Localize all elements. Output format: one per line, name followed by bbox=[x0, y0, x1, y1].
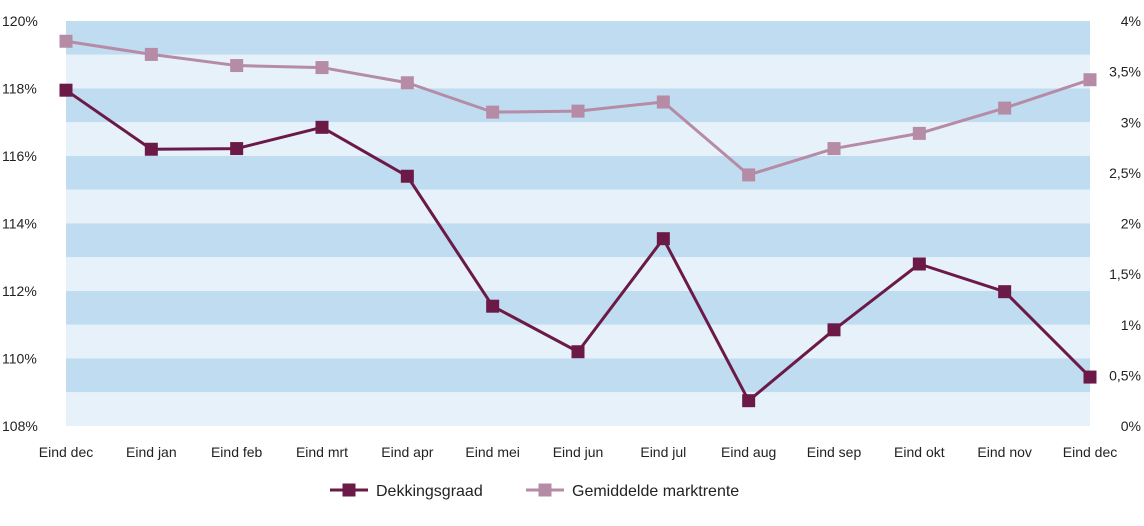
x-axis-tick-label: Eind aug bbox=[721, 444, 776, 460]
gemiddelde-marktrente-marker bbox=[571, 104, 585, 118]
legend: Dekkingsgraad Gemiddelde marktrente bbox=[330, 483, 739, 500]
dekkingsgraad-marker bbox=[827, 323, 841, 337]
dekkingsgraad-marker bbox=[230, 142, 244, 156]
right-axis-tick-label: 4% bbox=[1121, 13, 1141, 29]
right-axis-tick-label: 1% bbox=[1121, 317, 1141, 333]
gemiddelde-marktrente-marker bbox=[400, 76, 414, 90]
dekkingsgraad-marker bbox=[315, 120, 329, 134]
x-axis-tick-label: Eind dec bbox=[39, 444, 93, 460]
x-axis-tick-label: Eind okt bbox=[894, 444, 945, 460]
x-axis-tick-label: Eind dec bbox=[1063, 444, 1117, 460]
gemiddelde-marktrente-marker bbox=[486, 105, 500, 119]
x-axis-tick-label: Eind mrt bbox=[296, 444, 348, 460]
gemiddelde-marktrente-marker bbox=[230, 59, 244, 73]
left-axis-tick-label: 114% bbox=[2, 216, 37, 232]
dekkingsgraad-marker bbox=[486, 299, 500, 313]
gemiddelde-marktrente-marker bbox=[742, 168, 756, 182]
background-band bbox=[66, 392, 1090, 426]
right-axis-tick-label: 3,5% bbox=[1109, 64, 1141, 80]
x-axis-tick-label: Eind jan bbox=[126, 444, 177, 460]
dekkingsgraad-marker bbox=[1083, 370, 1097, 384]
background-band bbox=[66, 291, 1090, 325]
background-band bbox=[66, 156, 1090, 190]
right-axis-tick-label: 2,5% bbox=[1109, 165, 1141, 181]
background-band bbox=[66, 54, 1090, 89]
dekkingsgraad-marker bbox=[912, 257, 926, 271]
gemiddelde-marktrente-legend-label: Gemiddelde marktrente bbox=[572, 483, 739, 500]
gemiddelde-marktrente-marker bbox=[315, 61, 329, 75]
x-axis-tick-label: Eind sep bbox=[807, 444, 862, 460]
gemiddelde-marktrente-marker bbox=[144, 47, 158, 61]
dekkingsgraad-marker bbox=[400, 169, 414, 183]
background-band bbox=[66, 257, 1090, 291]
gemiddelde-marktrente-legend-marker bbox=[538, 483, 552, 497]
x-axis-tick-label: Eind nov bbox=[977, 444, 1031, 460]
gemiddelde-marktrente-marker bbox=[912, 126, 926, 140]
right-axis-tick-label: 1,5% bbox=[1109, 266, 1141, 282]
plot-background-bands bbox=[66, 21, 1090, 426]
x-axis-ticks: Eind dec Eind jan Eind feb Eind mrt Eind apr… bbox=[39, 444, 1117, 460]
x-axis-tick-label: Eind apr bbox=[381, 444, 433, 460]
dekkingsgraad-marker bbox=[742, 394, 756, 408]
gemiddelde-marktrente-marker bbox=[827, 142, 841, 156]
dekkingsgraad-legend-label: Dekkingsgraad bbox=[376, 483, 483, 500]
dekkingsgraad-marker bbox=[656, 232, 670, 246]
left-axis-tick-label: 108% bbox=[2, 418, 38, 434]
background-band bbox=[66, 21, 1090, 55]
x-axis-tick-label: Eind jun bbox=[553, 444, 604, 460]
dekkingsgraad-marker bbox=[144, 142, 158, 156]
right-axis-tick-label: 3% bbox=[1121, 114, 1141, 130]
x-axis-tick-label: Eind feb bbox=[211, 444, 263, 460]
dekkingsgraad-legend-marker bbox=[342, 483, 356, 497]
left-axis-tick-label: 118% bbox=[2, 81, 37, 97]
gemiddelde-marktrente-marker bbox=[59, 34, 73, 48]
x-axis-tick-label: Eind mei bbox=[465, 444, 519, 460]
background-band bbox=[66, 358, 1090, 393]
dekkingsgraad-marker bbox=[571, 345, 585, 359]
gemiddelde-marktrente-marker bbox=[656, 95, 670, 109]
left-axis-tick-label: 112% bbox=[2, 283, 37, 299]
left-axis-tick-label: 110% bbox=[2, 351, 37, 367]
left-axis-ticks: 108% 110% 112% 114% 116% 118% 120% bbox=[2, 13, 38, 434]
dekkingsgraad-marker bbox=[59, 83, 73, 97]
gemiddelde-marktrente-marker bbox=[1083, 73, 1097, 87]
gemiddelde-marktrente-marker bbox=[998, 101, 1012, 115]
right-axis-tick-label: 2% bbox=[1121, 216, 1141, 232]
right-axis-tick-label: 0% bbox=[1121, 418, 1141, 434]
background-band bbox=[66, 189, 1090, 224]
right-axis-tick-label: 0,5% bbox=[1109, 367, 1141, 383]
right-axis-ticks: 0% 0,5% 1% 1,5% 2% 2,5% 3% 3,5% 4% bbox=[1109, 13, 1141, 434]
dekkingsgraad-marker bbox=[998, 285, 1012, 299]
left-axis-tick-label: 120% bbox=[2, 13, 38, 29]
x-axis-tick-label: Eind jul bbox=[640, 444, 686, 460]
left-axis-tick-label: 116% bbox=[2, 148, 37, 164]
background-band bbox=[66, 223, 1090, 258]
series-lines bbox=[59, 34, 1097, 408]
